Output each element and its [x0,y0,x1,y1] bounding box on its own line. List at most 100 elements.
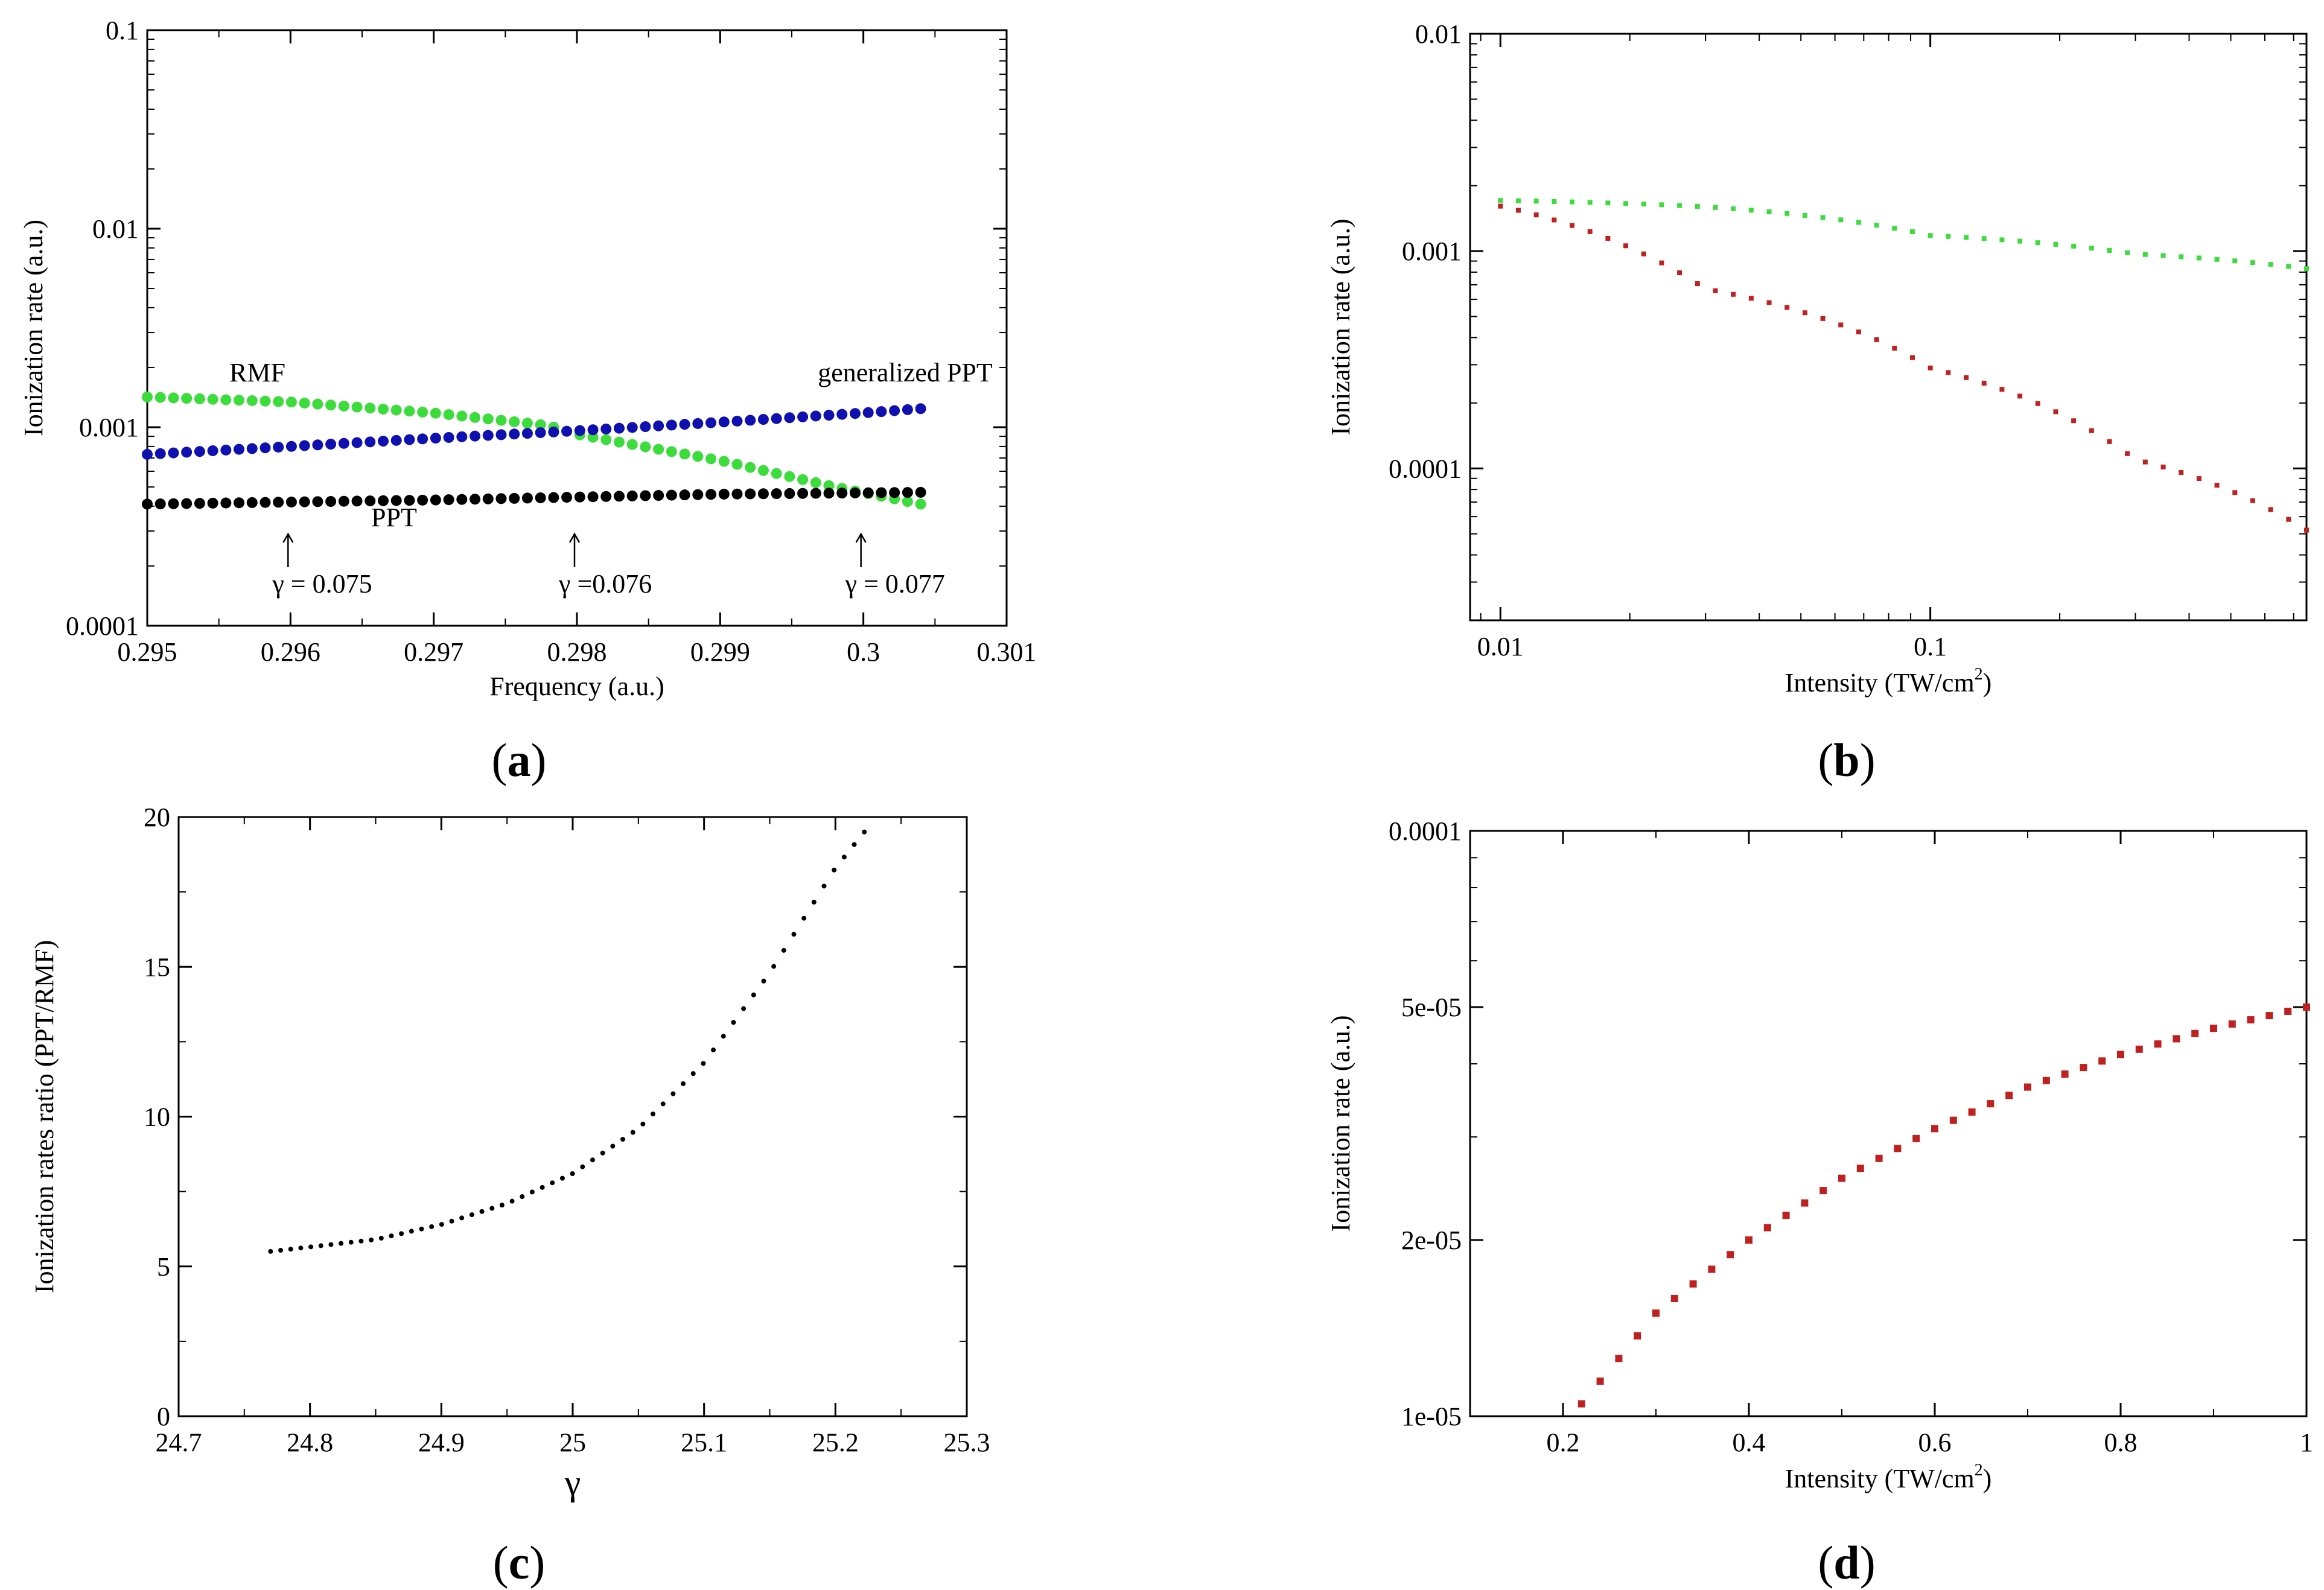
data-point [154,498,166,510]
data-point [613,491,625,502]
data-point [482,493,494,504]
data-point [757,414,769,425]
x-axis-label-end: ) [1983,668,1992,698]
data-point [1912,1134,1920,1142]
chart-d: 0.2 0.4 0.6 0.8 1 1e-05 2e-05 5e-05 0.0001 Intens… [1326,816,2313,1493]
data-point [2196,476,2201,482]
data-point [404,495,415,506]
data-point [902,496,913,507]
data-point [2232,258,2238,264]
data-point [784,412,795,424]
data-point [679,448,690,460]
data-point [2024,1083,2031,1091]
series-ppt [142,486,926,510]
x-tick-label: 25.2 [812,1428,859,1457]
data-point [365,495,376,507]
data-point [325,439,337,450]
data-point [482,413,494,425]
data-point [1894,1145,1902,1153]
data-point [1552,199,1557,204]
data-point [273,441,284,453]
data-point [811,900,817,905]
data-point [470,430,481,442]
data-point [404,434,415,445]
data-point [757,465,769,476]
data-point [1577,1400,1585,1408]
y-tick-label: 0 [157,1402,170,1431]
x-tick-label: 0.6 [1918,1428,1952,1457]
data-point [456,410,468,422]
y-tick-label: 1e-05 [1401,1402,1462,1431]
data-point [2089,246,2094,251]
y-tick-label: 15 [144,952,170,982]
data-point [1587,229,1593,234]
data-point [443,409,454,421]
data-point [2160,253,2166,258]
data-point [849,487,861,498]
data-point [561,425,573,437]
data-point [529,1189,535,1195]
data-point [1909,355,1915,360]
y-tick-label: 10 [144,1102,170,1132]
x-tick-label: 25.1 [681,1428,727,1457]
data-point [630,1130,635,1135]
data-point [168,498,179,509]
data-point [419,1226,424,1232]
data-point [1964,375,1969,380]
data-point [613,436,625,448]
data-point [365,436,376,448]
caption-a: (a) [491,734,547,786]
data-point [351,495,363,507]
data-point [1596,1377,1604,1385]
data-point [902,404,913,415]
data-point [2035,401,2040,406]
data-point [731,1020,736,1025]
data-point [2098,1057,2106,1065]
data-point [168,392,179,404]
data-point [771,488,782,500]
data-point [417,433,428,445]
data-point [535,492,546,503]
data-point [2005,1092,2013,1099]
data-point [142,391,153,402]
data-point [207,393,218,405]
x-axis-label: Intensity (TW/cm2) [1785,1461,1992,1493]
data-point [718,416,730,428]
data-point [692,418,704,429]
series-green [1498,198,2309,272]
x-axis-label: Intensity (TW/cm2) [1785,665,1992,698]
caption-c: (c) [492,1536,546,1589]
data-point [1498,198,1503,203]
plot-frame [177,816,968,1417]
data-point [1987,1100,1995,1108]
x-tick-label: 0.298 [547,637,607,667]
y-tick-label: 0.0001 [66,611,139,641]
x-tick-label: 0.4 [1733,1428,1766,1457]
data-point [2142,459,2148,465]
data-point [443,494,454,506]
data-point [1587,200,1593,205]
data-point [1856,1165,1864,1172]
data-point [2228,1020,2236,1028]
data-point [587,424,599,436]
data-point [1623,243,1629,249]
data-point [666,489,677,501]
data-point [1713,288,1718,293]
data-point [168,447,179,459]
data-point [1981,236,1987,241]
data-point [791,932,797,937]
data-point [430,433,441,444]
data-point [801,915,807,921]
data-point [521,492,533,504]
data-point [509,492,520,504]
data-point [2035,240,2040,246]
data-point [430,494,441,506]
data-point [810,488,821,499]
data-point [1515,198,1521,203]
data-point [640,421,651,433]
data-point [430,407,441,419]
data-point [836,409,848,420]
data-point [1909,229,1915,235]
data-point [626,490,638,501]
data-point [142,498,153,510]
